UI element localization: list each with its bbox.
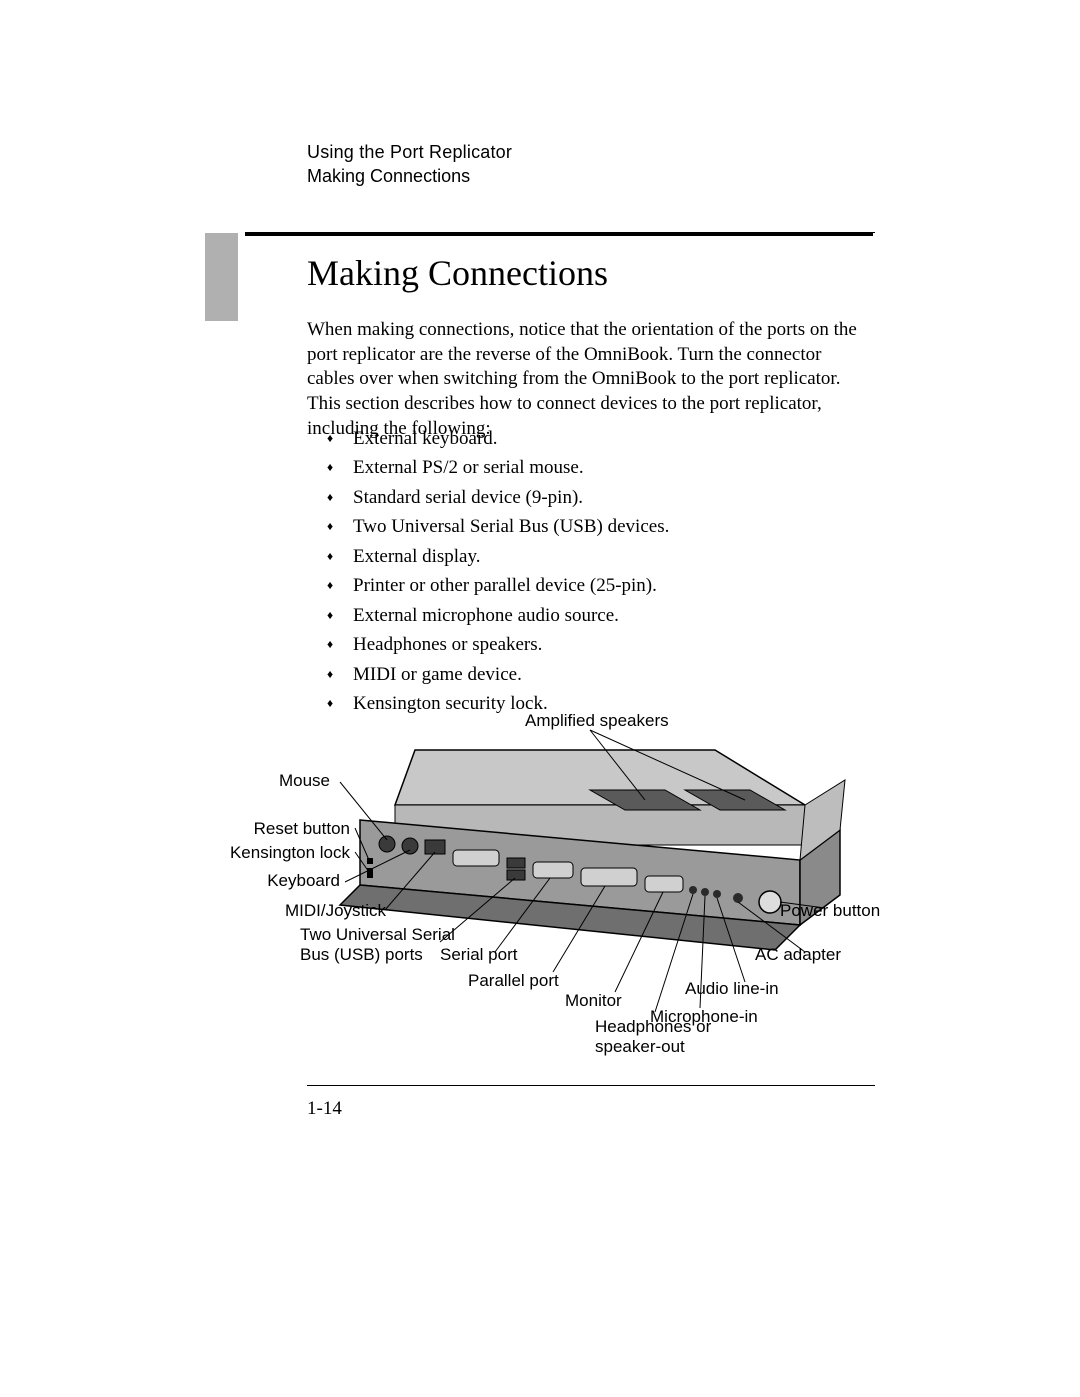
port-monitor-icon <box>645 876 683 892</box>
power-button-icon <box>759 891 781 913</box>
label-usb-l1: Two Universal Serial <box>300 924 455 945</box>
intro-paragraph: When making connections, notice that the… <box>307 318 867 441</box>
list-item: MIDI or game device. <box>327 660 867 689</box>
section-rule-thin <box>307 232 875 233</box>
list-item: Headphones or speakers. <box>327 630 867 659</box>
label-power-button: Power button <box>780 900 880 921</box>
list-item: Standard serial device (9-pin). <box>327 483 867 512</box>
label-audio-line-in: Audio line-in <box>685 978 779 999</box>
list-item: External keyboard. <box>327 424 867 453</box>
connection-list: External keyboard. External PS/2 or seri… <box>327 424 867 718</box>
label-amplified-speakers: Amplified speakers <box>525 710 669 731</box>
running-header: Using the Port Replicator Making Connect… <box>307 140 512 189</box>
label-ac-adapter: AC adapter <box>755 944 841 965</box>
list-item: Two Universal Serial Bus (USB) devices. <box>327 512 867 541</box>
list-item: External display. <box>327 542 867 571</box>
port-usb1-icon <box>507 858 525 868</box>
page-number: 1-14 <box>307 1098 342 1120</box>
header-section: Making Connections <box>307 164 512 188</box>
port-mouse-icon <box>379 836 395 852</box>
label-keyboard: Keyboard <box>267 870 340 891</box>
port-mic-icon <box>701 888 709 896</box>
section-title: Making Connections <box>307 252 608 294</box>
reset-dot-icon <box>367 858 373 864</box>
list-item: Printer or other parallel device (25-pin… <box>327 571 867 600</box>
header-chapter: Using the Port Replicator <box>307 140 512 164</box>
label-serial-port: Serial port <box>440 944 517 965</box>
port-linein-icon <box>713 890 721 898</box>
margin-grey-block <box>205 233 238 321</box>
label-microphone-in: Microphone-in <box>650 1006 758 1027</box>
label-midi-joystick: MIDI/Joystick <box>285 900 386 921</box>
port-serial-top-icon <box>453 850 499 866</box>
label-parallel-port: Parallel port <box>468 970 559 991</box>
port-ac-icon <box>733 893 743 903</box>
label-monitor: Monitor <box>565 990 622 1011</box>
footer-rule <box>307 1085 875 1086</box>
port-headphone-icon <box>689 886 697 894</box>
label-headphones-l2: speaker-out <box>595 1036 685 1057</box>
document-page: Using the Port Replicator Making Connect… <box>0 0 1080 1397</box>
label-kensington-lock: Kensington lock <box>230 842 350 863</box>
port-serial-icon <box>533 862 573 878</box>
port-parallel-icon <box>581 868 637 886</box>
list-item: External PS/2 or serial mouse. <box>327 453 867 482</box>
list-item: External microphone audio source. <box>327 601 867 630</box>
port-replicator-diagram: Amplified speakers Mouse Reset button Ke… <box>245 710 875 1070</box>
label-mouse: Mouse <box>279 770 330 791</box>
label-reset-button: Reset button <box>254 818 350 839</box>
port-usb2-icon <box>507 870 525 880</box>
port-midi-icon <box>425 840 445 854</box>
label-usb-l2: Bus (USB) ports <box>300 944 423 965</box>
port-keyboard-icon <box>402 838 418 854</box>
